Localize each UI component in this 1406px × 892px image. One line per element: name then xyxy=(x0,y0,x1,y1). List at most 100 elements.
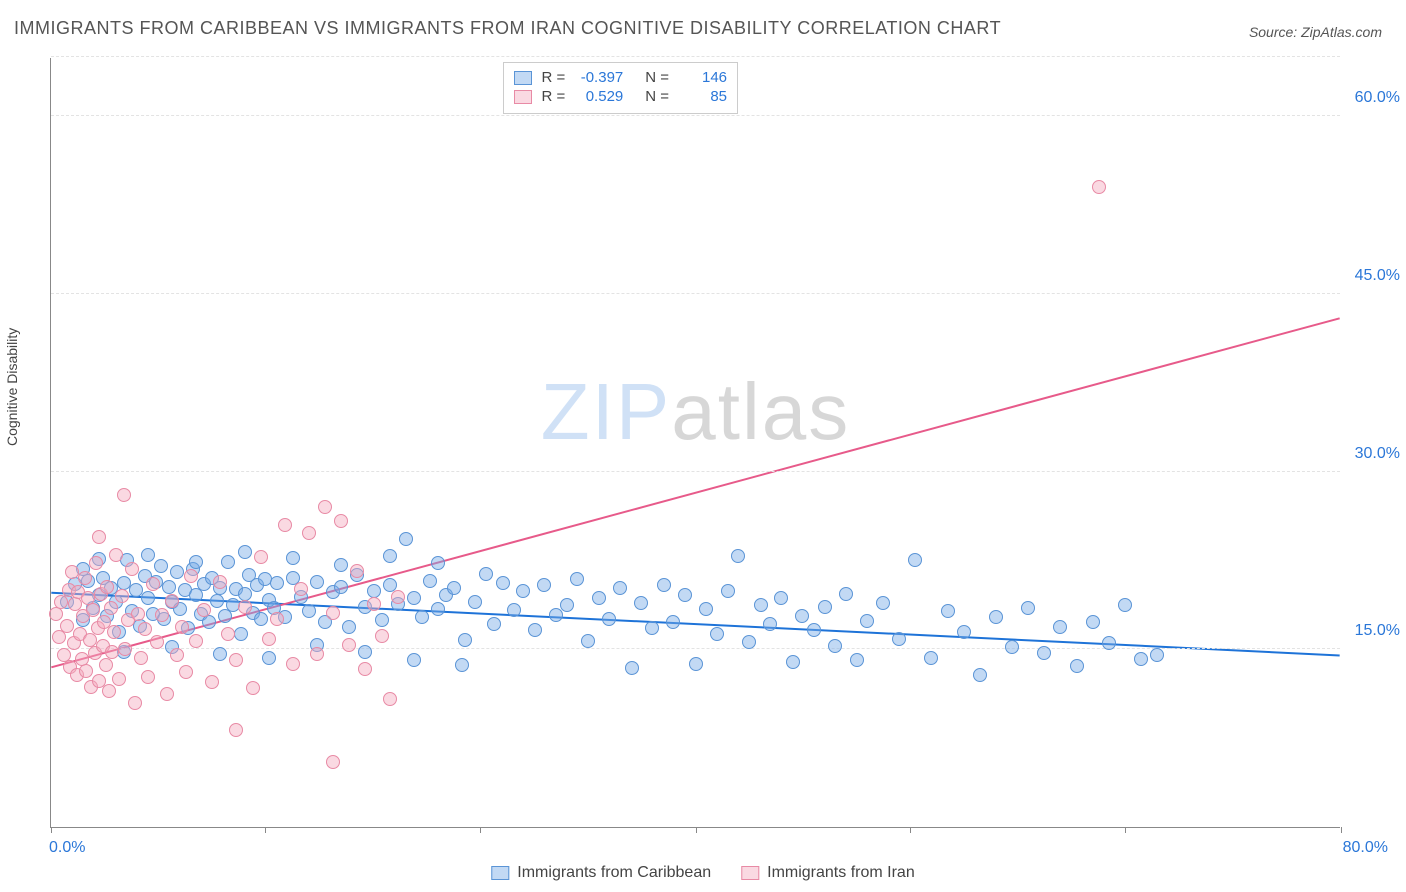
data-point xyxy=(115,589,129,603)
legend-label: Immigrants from Caribbean xyxy=(517,864,711,882)
data-point xyxy=(262,632,276,646)
data-point xyxy=(310,647,324,661)
data-point xyxy=(850,653,864,667)
data-point xyxy=(342,638,356,652)
legend-label: Immigrants from Iran xyxy=(767,864,915,882)
stat-n-label: N = xyxy=(645,69,669,86)
data-point xyxy=(89,556,103,570)
data-point xyxy=(468,595,482,609)
data-point xyxy=(138,622,152,636)
data-point xyxy=(613,581,627,595)
data-point xyxy=(423,574,437,588)
data-point xyxy=(286,551,300,565)
data-point xyxy=(334,558,348,572)
data-point xyxy=(213,575,227,589)
data-point xyxy=(310,575,324,589)
gridline xyxy=(51,115,1340,116)
data-point xyxy=(507,603,521,617)
data-point xyxy=(1037,646,1051,660)
data-point xyxy=(60,619,74,633)
data-point xyxy=(54,595,68,609)
data-point xyxy=(1102,636,1116,650)
data-point xyxy=(570,572,584,586)
data-point xyxy=(334,580,348,594)
data-point xyxy=(496,576,510,590)
data-point xyxy=(234,627,248,641)
data-point xyxy=(367,584,381,598)
data-point xyxy=(154,559,168,573)
data-point xyxy=(205,675,219,689)
data-point xyxy=(105,645,119,659)
data-point xyxy=(302,604,316,618)
data-point xyxy=(634,596,648,610)
data-point xyxy=(141,670,155,684)
data-point xyxy=(375,629,389,643)
data-point xyxy=(134,651,148,665)
data-point xyxy=(102,684,116,698)
data-point xyxy=(973,668,987,682)
stat-n-label: N = xyxy=(645,88,669,105)
data-point xyxy=(407,653,421,667)
legend-item: Immigrants from Iran xyxy=(741,864,915,882)
data-point xyxy=(92,530,106,544)
data-point xyxy=(83,633,97,647)
data-point xyxy=(189,555,203,569)
legend-swatch xyxy=(491,866,509,880)
data-point xyxy=(763,617,777,631)
data-point xyxy=(117,488,131,502)
data-point xyxy=(146,577,160,591)
data-point xyxy=(334,514,348,528)
x-tick-mark xyxy=(1341,827,1342,833)
data-point xyxy=(254,550,268,564)
x-tick-mark xyxy=(51,827,52,833)
data-point xyxy=(592,591,606,605)
data-point xyxy=(184,569,198,583)
data-point xyxy=(581,634,595,648)
data-point xyxy=(86,603,100,617)
data-point xyxy=(165,594,179,608)
stat-r-value: -0.397 xyxy=(579,69,623,86)
legend-swatch xyxy=(741,866,759,880)
data-point xyxy=(238,545,252,559)
data-point xyxy=(141,591,155,605)
data-point xyxy=(407,591,421,605)
gridline xyxy=(51,471,1340,472)
gridline xyxy=(51,293,1340,294)
x-tick-mark xyxy=(1125,827,1126,833)
data-point xyxy=(107,625,121,639)
data-point xyxy=(175,620,189,634)
stats-row: R =-0.397N =146 xyxy=(514,69,728,86)
data-point xyxy=(458,633,472,647)
x-tick-mark xyxy=(696,827,697,833)
x-tick-mark xyxy=(910,827,911,833)
data-point xyxy=(262,651,276,665)
data-point xyxy=(342,620,356,634)
data-point xyxy=(1150,648,1164,662)
data-point xyxy=(375,613,389,627)
data-point xyxy=(807,623,821,637)
data-point xyxy=(286,657,300,671)
gridline xyxy=(51,648,1340,649)
y-axis-label: Cognitive Disability xyxy=(4,328,20,446)
data-point xyxy=(957,625,971,639)
data-point xyxy=(170,565,184,579)
data-point xyxy=(786,655,800,669)
data-point xyxy=(666,615,680,629)
data-point xyxy=(774,591,788,605)
data-point xyxy=(1118,598,1132,612)
data-point xyxy=(170,648,184,662)
stat-n-value: 85 xyxy=(683,88,727,105)
data-point xyxy=(860,614,874,628)
data-point xyxy=(238,600,252,614)
data-point xyxy=(326,606,340,620)
data-point xyxy=(112,672,126,686)
data-point xyxy=(254,612,268,626)
y-tick-label: 45.0% xyxy=(1345,267,1400,285)
data-point xyxy=(742,635,756,649)
data-point xyxy=(447,581,461,595)
data-point xyxy=(1086,615,1100,629)
data-point xyxy=(892,632,906,646)
data-point xyxy=(109,548,123,562)
data-point xyxy=(278,518,292,532)
data-point xyxy=(155,608,169,622)
